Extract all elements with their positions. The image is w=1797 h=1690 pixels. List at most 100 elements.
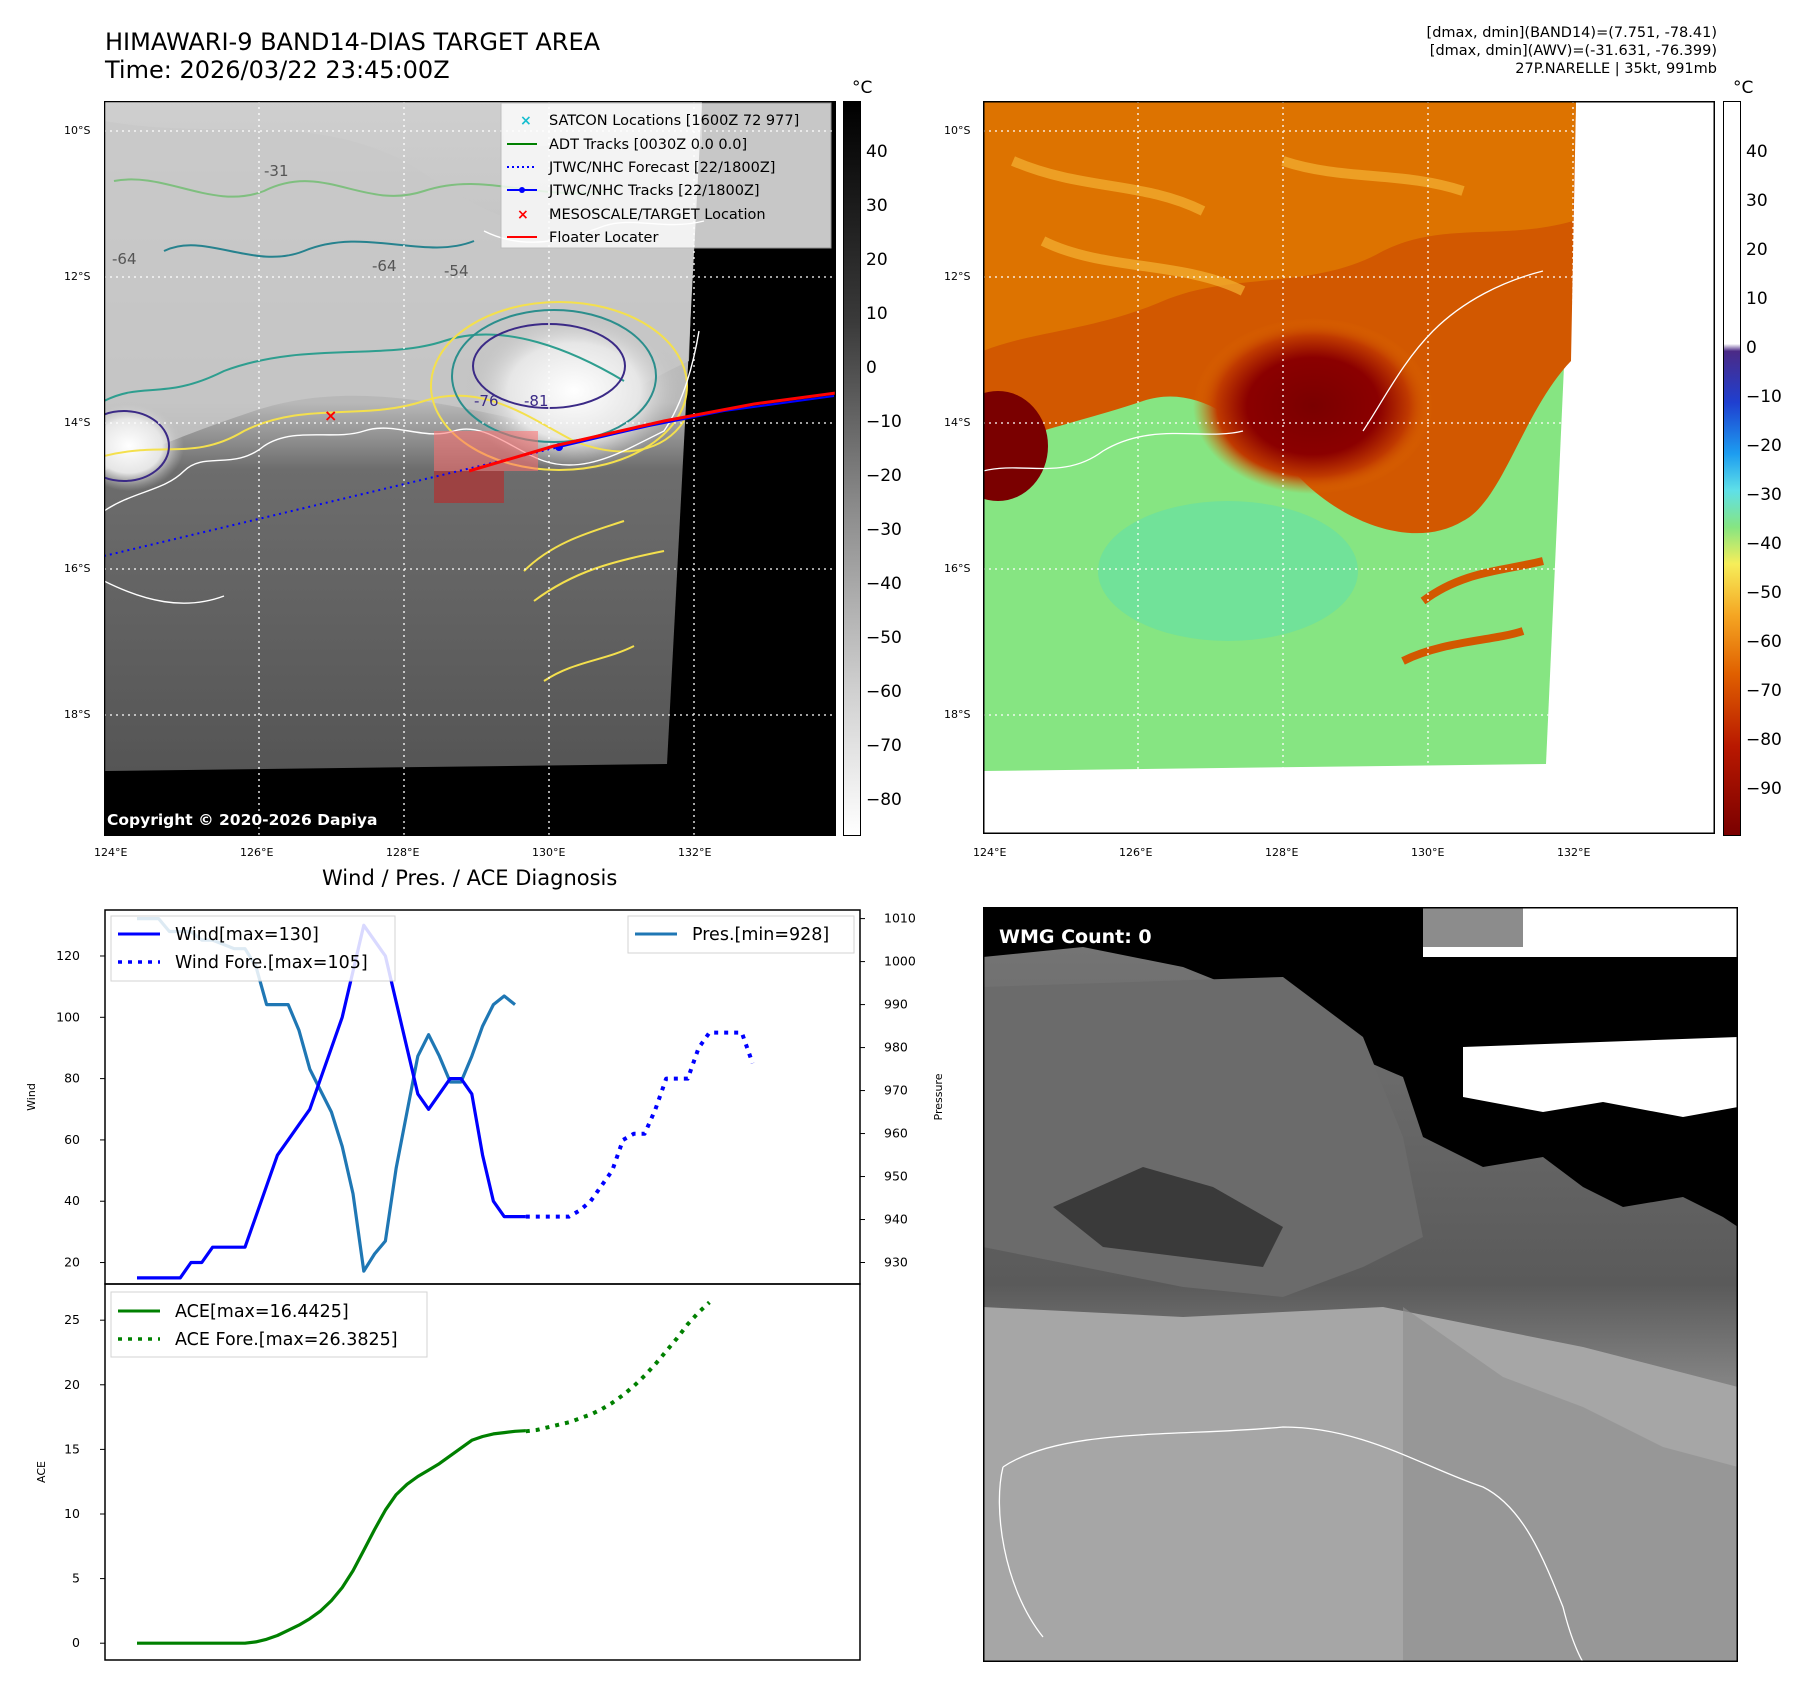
contour-label-1: -31 [264, 162, 289, 180]
awv-cool-patch [1098, 501, 1358, 641]
awv-core [1193, 318, 1433, 494]
wmg-white-region [1463, 1037, 1738, 1117]
lon-label-128e: 128°E [386, 846, 420, 859]
awv-lon-126e: 126°E [1119, 846, 1153, 859]
wmg-dark-patch [1053, 1167, 1283, 1267]
gray-colorbar-unit: °C [852, 78, 873, 98]
ace-tick-label: 5 [72, 1571, 80, 1586]
floater-box-south [434, 471, 504, 503]
gray-tick: 20 [866, 250, 888, 270]
awv-map-panel [983, 101, 1715, 834]
wmg-gray-block [1423, 907, 1523, 947]
wind-line [137, 923, 526, 1280]
lat-label-10s: 10°S [64, 124, 91, 137]
copyright: Copyright © 2020-2026 Dapiya [107, 811, 377, 829]
pressure-tick-label: 990 [884, 997, 908, 1012]
legend-ace-fore: ACE Fore.[max=26.3825] [175, 1330, 398, 1350]
color-tick: −30 [1746, 485, 1782, 505]
wind-axis-label: Wind [25, 1083, 38, 1111]
map-grid [104, 101, 836, 836]
color-tick: −20 [1746, 436, 1782, 456]
wmg-black-region [983, 907, 1738, 1227]
awv-lon-124e: 124°E [973, 846, 1007, 859]
pressure-tick-label: 980 [884, 1040, 908, 1055]
color-tick: −40 [1746, 534, 1782, 554]
ace-tick-label: 0 [72, 1635, 80, 1650]
lon-label-132e: 132°E [678, 846, 712, 859]
gray-tick: −20 [866, 466, 902, 486]
wind-forecast-line [525, 1030, 755, 1219]
target-marker: × [324, 406, 337, 425]
ir-map-panel: -31 -64 -64 -54 -76 -81 × × SATCON Locat… [104, 101, 836, 836]
awv-lat-12s: 12°S [944, 270, 971, 283]
ace-panel-frame [104, 1283, 861, 1661]
gray-tick: −30 [866, 520, 902, 540]
lon-label-130e: 130°E [532, 846, 566, 859]
pressure-tick-label: 930 [884, 1255, 908, 1270]
awv-core-west [983, 391, 1048, 501]
wmg-coastline [998, 1426, 1584, 1662]
ace-axis-label: ACE [35, 1461, 48, 1483]
legend-pressure: Pres.[min=928] [692, 925, 829, 945]
legend-floater: Floater Locater [549, 230, 658, 246]
gray-tick: 40 [866, 142, 888, 162]
contour-label-5: -76 [474, 392, 499, 410]
ace-legend: ACE[max=16.4425] ACE Fore.[max=26.3825] [110, 1291, 428, 1358]
ace-line [137, 1429, 526, 1645]
ace-tick-label: 10 [64, 1506, 80, 1521]
wind-tick-label: 20 [64, 1255, 80, 1270]
lat-label-18s: 18°S [64, 708, 91, 721]
legend-target: MESOSCALE/TARGET Location [549, 207, 766, 223]
awv-lon-132e: 132°E [1557, 846, 1591, 859]
awv-orange-band [983, 101, 1576, 351]
color-tick: 0 [1746, 338, 1757, 358]
wind-tick-label: 40 [64, 1193, 80, 1208]
contour-label-2: -64 [112, 250, 137, 268]
svg-text:×: × [520, 113, 532, 129]
contour-purple-west [104, 410, 170, 482]
gray-tick: −50 [866, 628, 902, 648]
wind-legend: Wind[max=130] Wind Fore.[max=105] [110, 915, 396, 982]
contour-yellow-1 [104, 394, 685, 457]
awv-lat-14s: 14°S [944, 416, 971, 429]
lon-label-126e: 126°E [240, 846, 274, 859]
color-tick: 30 [1746, 191, 1768, 211]
contour-label-3: -64 [372, 257, 397, 275]
legend-forecast: JTWC/NHC Forecast [22/1800Z] [548, 160, 775, 176]
awv-grid [983, 101, 1715, 834]
pressure-tick-label: 1010 [884, 911, 916, 926]
title-line-1: HIMAWARI-9 BAND14-DIAS TARGET AREA [105, 28, 601, 56]
pressure-y-ticks: 930 940 950 960 970 980 990 1000 1010 [860, 911, 916, 1270]
awv-lat-10s: 10°S [944, 124, 971, 137]
pressure-tick-label: 950 [884, 1169, 908, 1184]
gray-tick: −40 [866, 574, 902, 594]
best-track [558, 395, 835, 448]
contour-teal-core [451, 309, 657, 443]
contour-label-4: -54 [444, 262, 469, 280]
wind-y-ticks: 20 40 60 80 100 120 [56, 948, 105, 1270]
awv-lon-130e: 130°E [1411, 846, 1445, 859]
color-colorbar-unit: °C [1733, 78, 1754, 98]
figure-title: HIMAWARI-9 BAND14-DIAS TARGET AREA Time:… [105, 28, 600, 84]
legend-tracks: JTWC/NHC Tracks [22/1800Z] [548, 183, 760, 199]
contour-teal-1 [104, 333, 625, 402]
awv-coastline [983, 270, 1544, 472]
color-tick: −70 [1746, 681, 1782, 701]
floater-locater-line [468, 391, 836, 473]
legend-wind-fore: Wind Fore.[max=105] [175, 953, 368, 973]
gray-tick: 0 [866, 358, 877, 378]
band14-range: [dmax, dmin](BAND14)=(7.751, -78.41) [1426, 25, 1717, 41]
awv-lat-18s: 18°S [944, 708, 971, 721]
awv-lon-128e: 128°E [1265, 846, 1299, 859]
gray-tick: 10 [866, 304, 888, 324]
color-tick: 40 [1746, 142, 1768, 162]
svg-text:×: × [517, 207, 529, 223]
awv-streaks [1011, 156, 1465, 296]
gray-tick: −60 [866, 682, 902, 702]
wmg-panel: WMG Count: 0 [983, 907, 1738, 1662]
wind-tick-label: 120 [56, 948, 80, 963]
pressure-tick-label: 960 [884, 1126, 908, 1141]
title-line-2: Time: 2026/03/22 23:45:00Z [105, 56, 450, 84]
gray-colorbar [843, 101, 861, 836]
